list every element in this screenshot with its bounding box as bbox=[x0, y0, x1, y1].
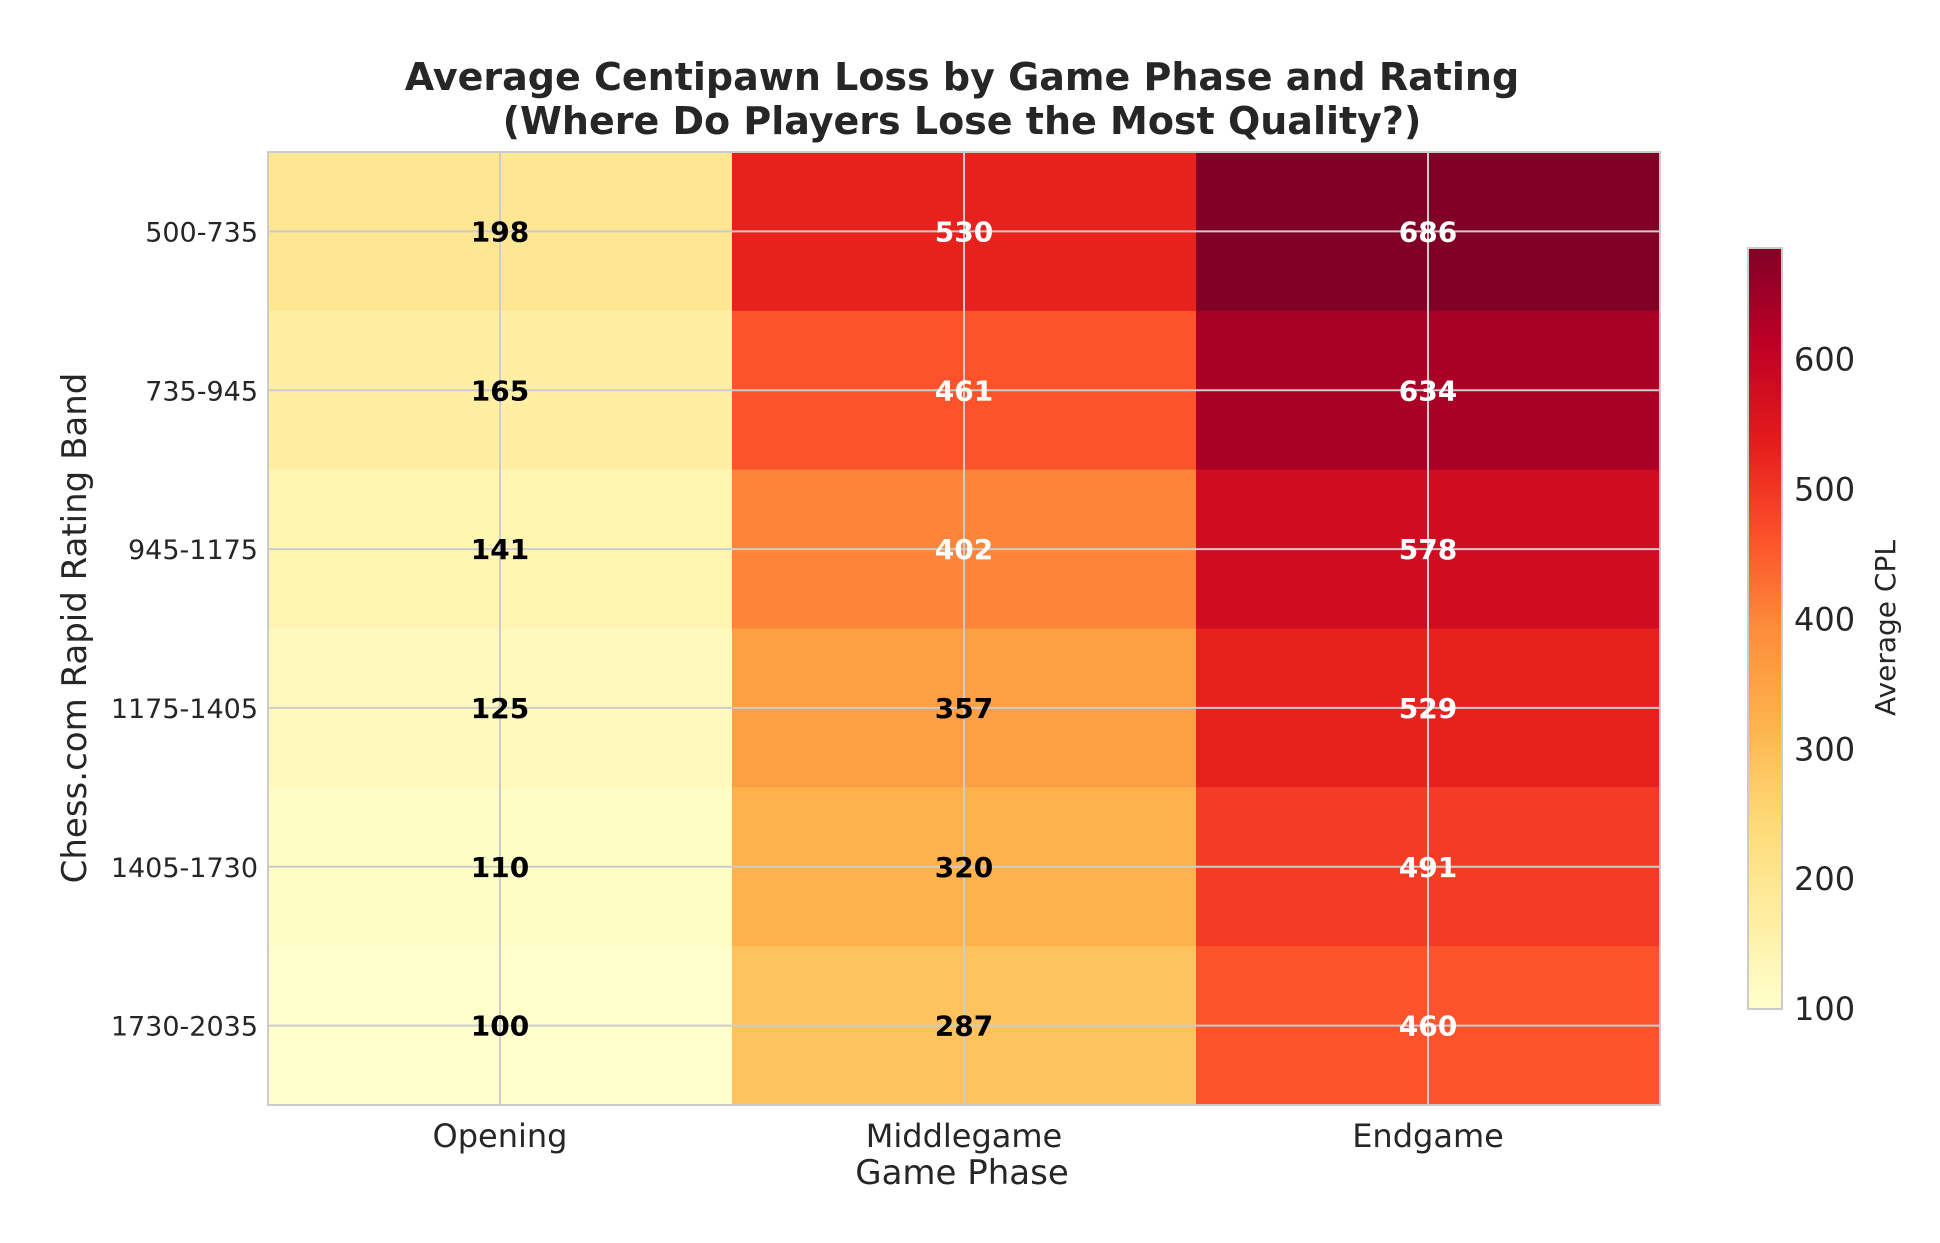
y-tick-label: 1405-1730 bbox=[111, 853, 258, 884]
cell-value-label: 634 bbox=[1399, 374, 1457, 407]
colorbar-tick-label: 300 bbox=[1794, 730, 1855, 768]
cell-value-label: 100 bbox=[471, 1010, 529, 1043]
colorbar-tick-label: 200 bbox=[1794, 860, 1855, 898]
cell-value-label: 461 bbox=[935, 374, 993, 407]
cell-value-label: 529 bbox=[1399, 692, 1457, 725]
y-axis-label: Chess.com Rapid Rating Band bbox=[55, 373, 95, 884]
cell-value-label: 125 bbox=[471, 692, 529, 725]
cell-value-label: 686 bbox=[1399, 215, 1457, 248]
cell-value-label: 402 bbox=[935, 533, 993, 566]
colorbar-tick-label: 500 bbox=[1794, 471, 1855, 509]
x-axis-label: Game Phase bbox=[855, 1153, 1069, 1193]
grid-lines bbox=[268, 152, 1660, 1105]
cell-value-label: 357 bbox=[935, 692, 993, 725]
cell-value-label: 460 bbox=[1399, 1010, 1457, 1043]
cell-value-label: 110 bbox=[471, 851, 529, 884]
cell-value-label: 320 bbox=[935, 851, 993, 884]
colorbar-tick-label: 600 bbox=[1794, 341, 1855, 379]
y-tick-label: 735-945 bbox=[145, 376, 258, 407]
cell-value-label: 491 bbox=[1399, 851, 1457, 884]
cell-value-label: 198 bbox=[471, 215, 529, 248]
x-axis-ticks: Opening Middlegame Endgame bbox=[433, 1117, 1504, 1155]
y-tick-label: 1175-1405 bbox=[111, 694, 258, 725]
x-tick-label: Endgame bbox=[1352, 1117, 1504, 1155]
chart-subtitle: (Where Do Players Lose the Most Quality?… bbox=[503, 99, 1422, 143]
y-tick-label: 1730-2035 bbox=[111, 1012, 258, 1043]
x-tick-label: Opening bbox=[433, 1117, 568, 1155]
y-tick-label: 500-735 bbox=[145, 217, 258, 248]
cell-value-label: 165 bbox=[471, 374, 529, 407]
colorbar-label: Average CPL bbox=[1869, 540, 1902, 716]
plot-frame bbox=[267, 151, 1661, 1106]
y-axis-ticks: 500-735 735-945 945-1175 1175-1405 1405-1730… bbox=[111, 217, 258, 1042]
colorbar: 100 200 300 400 500 600 Average CPL bbox=[1747, 247, 1902, 1028]
cell-value-label: 578 bbox=[1399, 533, 1457, 566]
cell-value-label: 530 bbox=[935, 215, 993, 248]
cell-value-labels: 198 530 686 165 461 634 141 402 578 125 357 529 110 3… bbox=[471, 215, 1457, 1042]
x-tick-label: Middlegame bbox=[866, 1117, 1062, 1155]
cell-value-label: 141 bbox=[471, 533, 529, 566]
colorbar-tick-label: 100 bbox=[1794, 990, 1855, 1028]
colorbar-ticks: 100 200 300 400 500 600 bbox=[1794, 341, 1855, 1028]
colorbar-tick-label: 400 bbox=[1794, 600, 1855, 638]
cell-value-label: 287 bbox=[935, 1010, 993, 1043]
chart-title: Average Centipawn Loss by Game Phase and… bbox=[405, 55, 1519, 99]
colorbar-gradient bbox=[1747, 247, 1783, 1010]
y-tick-label: 945-1175 bbox=[128, 535, 258, 566]
